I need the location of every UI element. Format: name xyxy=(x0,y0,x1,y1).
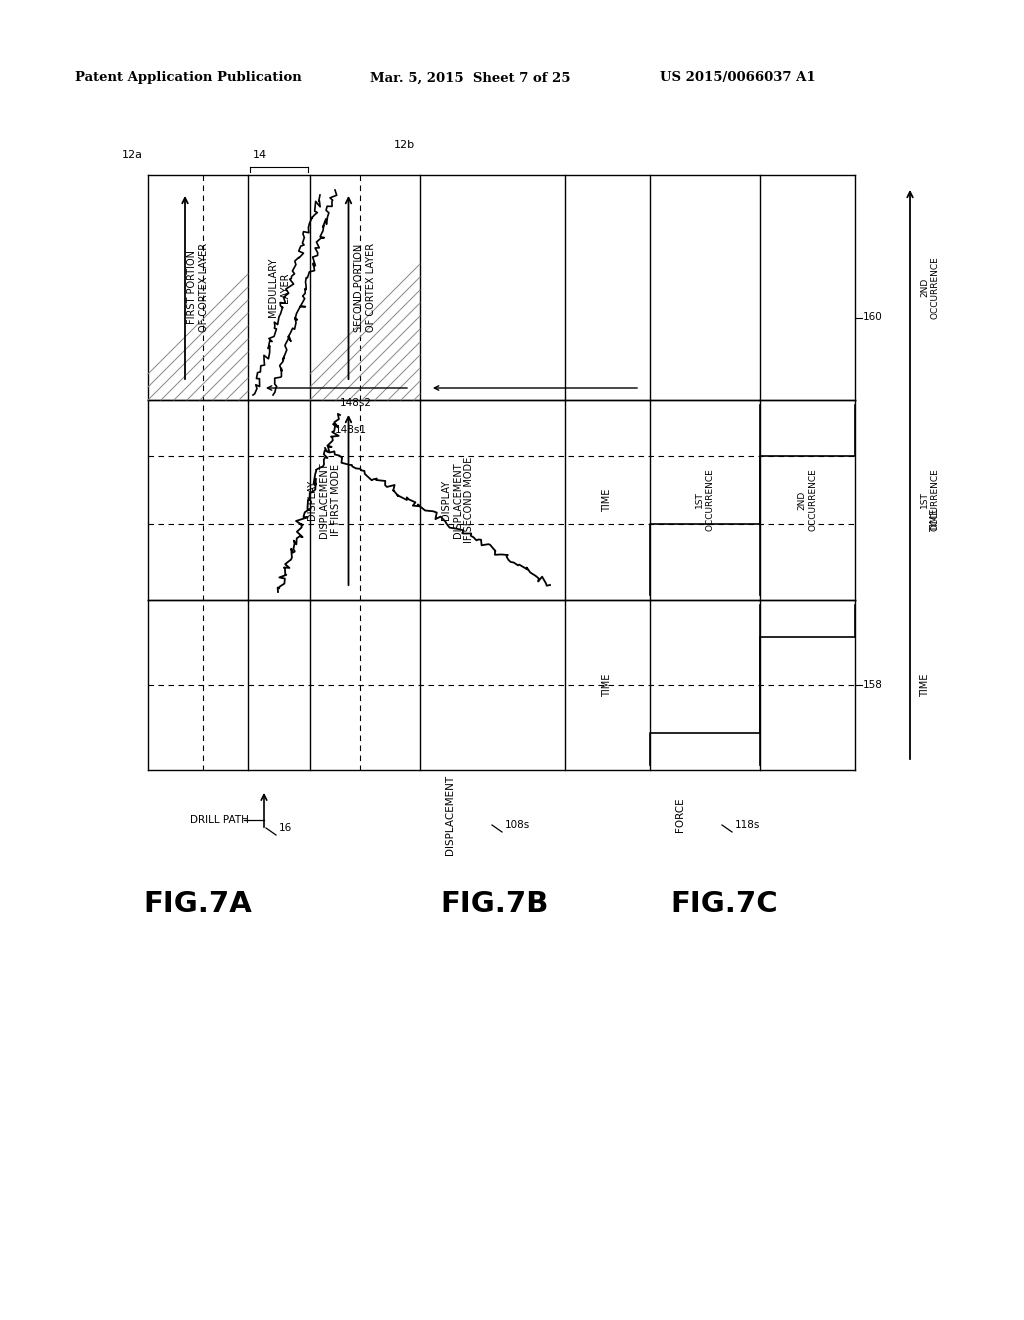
Text: TIME: TIME xyxy=(602,488,612,512)
Text: 12a: 12a xyxy=(122,150,143,160)
Text: DRILL PATH: DRILL PATH xyxy=(189,814,249,825)
Text: 108s: 108s xyxy=(505,820,530,830)
Text: 14: 14 xyxy=(253,150,267,160)
Text: 148s2: 148s2 xyxy=(340,399,372,408)
Text: 1ST
OCCURRENCE: 1ST OCCURRENCE xyxy=(920,469,939,532)
Text: 160: 160 xyxy=(863,313,883,322)
Text: FORCE: FORCE xyxy=(675,797,685,833)
Text: 148s1: 148s1 xyxy=(335,425,367,436)
Text: 158: 158 xyxy=(863,680,883,690)
Text: FIG.7C: FIG.7C xyxy=(670,890,777,917)
Text: Mar. 5, 2015  Sheet 7 of 25: Mar. 5, 2015 Sheet 7 of 25 xyxy=(370,71,570,84)
Text: FIG.7A: FIG.7A xyxy=(143,890,252,917)
Text: DISPLACEMENT: DISPLACEMENT xyxy=(445,775,455,855)
Text: DISPLAY
DISPLACEMENT
IF SECOND MODE: DISPLAY DISPLACEMENT IF SECOND MODE xyxy=(441,457,474,543)
Text: FIRST PORTION
OF CORTEX LAYER: FIRST PORTION OF CORTEX LAYER xyxy=(187,243,209,333)
Text: TIME: TIME xyxy=(920,673,930,697)
Text: DISPLAY
DISPLACEMENT
IF FIRST MODE: DISPLAY DISPLACEMENT IF FIRST MODE xyxy=(307,462,341,537)
Text: 2ND
OCCURRENCE: 2ND OCCURRENCE xyxy=(798,469,817,532)
Text: US 2015/0066037 A1: US 2015/0066037 A1 xyxy=(660,71,816,84)
Text: 12b: 12b xyxy=(394,140,415,150)
Text: TIME: TIME xyxy=(602,673,612,697)
Text: 16: 16 xyxy=(279,822,292,833)
Text: 1ST
OCCURRENCE: 1ST OCCURRENCE xyxy=(695,469,715,532)
Text: MEDULLARY
LAYER: MEDULLARY LAYER xyxy=(268,257,290,317)
Text: 2ND
OCCURRENCE: 2ND OCCURRENCE xyxy=(920,256,939,319)
Text: 118s: 118s xyxy=(735,820,761,830)
Text: FIG.7B: FIG.7B xyxy=(440,890,549,917)
Text: SECOND PORTION
OF CORTEX LAYER: SECOND PORTION OF CORTEX LAYER xyxy=(354,243,376,333)
Text: TIME: TIME xyxy=(930,508,940,532)
Text: Patent Application Publication: Patent Application Publication xyxy=(75,71,302,84)
